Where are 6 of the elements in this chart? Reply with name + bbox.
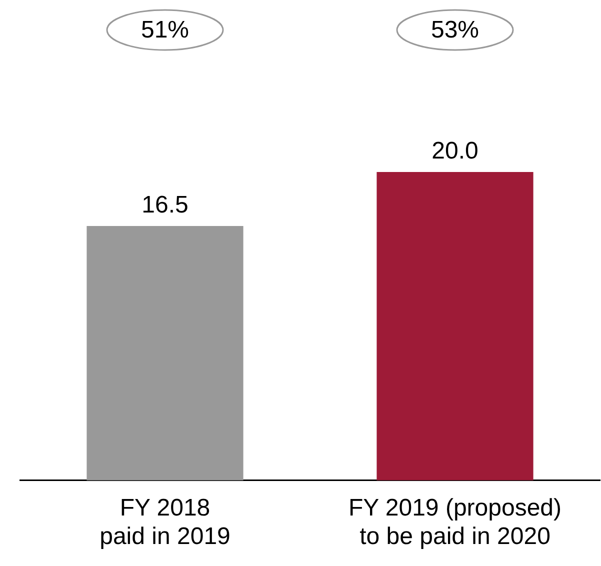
text: 53% xyxy=(430,16,480,44)
x-tick-label: FY 2019 (proposed) to be paid in 2020 xyxy=(348,494,562,550)
data-label: 16.5 xyxy=(142,192,188,219)
x-tick-label: FY 2018 paid in 2019 xyxy=(100,494,230,550)
text: 51% xyxy=(140,16,190,44)
data-label: 20.0 xyxy=(432,138,478,165)
